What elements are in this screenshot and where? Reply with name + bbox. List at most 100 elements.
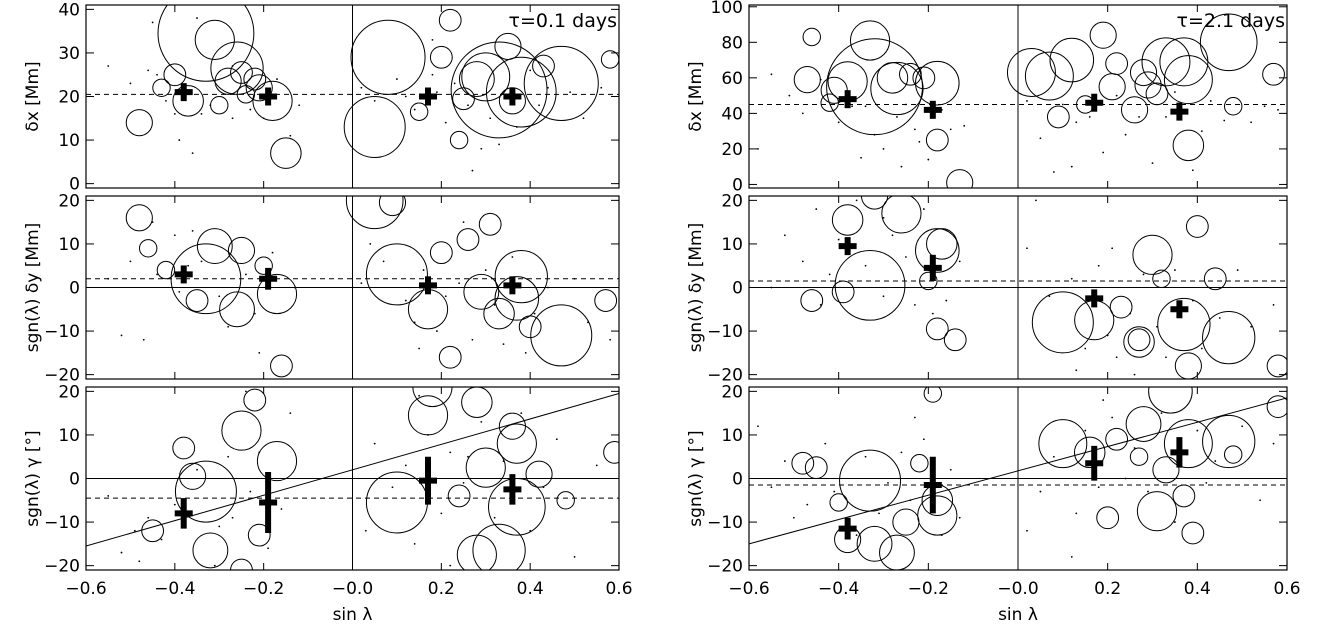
data-circle bbox=[156, 260, 176, 280]
data-circle bbox=[1105, 427, 1129, 451]
data-dot bbox=[828, 273, 831, 276]
data-dot bbox=[364, 529, 367, 532]
y-axis-label: sgn(λ) δy [Mm] bbox=[23, 223, 43, 353]
data-circle bbox=[498, 412, 526, 440]
data-dot bbox=[1115, 94, 1118, 97]
data-dot bbox=[435, 330, 438, 332]
data-dot bbox=[913, 416, 916, 419]
data-dot bbox=[196, 17, 198, 19]
data-circle bbox=[214, 67, 242, 95]
data-dot bbox=[1142, 273, 1145, 276]
data-circle bbox=[1098, 73, 1126, 101]
data-circle bbox=[1105, 52, 1129, 76]
data-dot bbox=[533, 312, 536, 315]
data-dot bbox=[922, 438, 925, 441]
data-dot bbox=[422, 269, 425, 271]
data-dot bbox=[837, 121, 840, 124]
data-circle bbox=[1185, 215, 1209, 238]
y-tick-label: 0 bbox=[69, 470, 80, 490]
data-circle bbox=[1203, 267, 1227, 291]
data-dot bbox=[191, 152, 194, 155]
data-dot bbox=[449, 564, 452, 567]
data-dot bbox=[289, 134, 292, 137]
data-dot bbox=[404, 464, 407, 467]
data-circle bbox=[365, 471, 428, 534]
y-tick-label: 20 bbox=[721, 191, 743, 211]
data-dot bbox=[806, 503, 809, 506]
data-circle bbox=[826, 38, 923, 136]
data-dot bbox=[511, 256, 514, 258]
data-dot bbox=[133, 529, 136, 532]
data-dot bbox=[391, 486, 394, 489]
data-dot bbox=[404, 95, 407, 98]
y-tick-label: −20 bbox=[707, 557, 743, 577]
data-dot bbox=[431, 38, 434, 41]
data-dot bbox=[949, 128, 952, 131]
data-dot bbox=[573, 556, 576, 558]
data-dot bbox=[1151, 162, 1154, 165]
data-circle bbox=[1049, 37, 1095, 83]
data-circle bbox=[270, 354, 293, 378]
x-tick-label: 0.6 bbox=[605, 579, 632, 599]
y-tick-label: 40 bbox=[58, 0, 80, 20]
data-circle bbox=[946, 169, 974, 188]
data-circle bbox=[1199, 13, 1258, 72]
data-dot bbox=[1209, 100, 1212, 102]
data-dot bbox=[1138, 116, 1140, 118]
data-circle bbox=[230, 558, 253, 570]
data-dot bbox=[493, 516, 496, 519]
y-tick-label: 10 bbox=[58, 131, 80, 151]
data-circle bbox=[923, 387, 943, 403]
data-circle bbox=[196, 228, 233, 265]
y-tick-label: 20 bbox=[721, 382, 743, 402]
data-dot bbox=[200, 113, 203, 115]
data-dot bbox=[218, 525, 221, 528]
data-circle bbox=[1136, 491, 1178, 532]
plot-area bbox=[86, 196, 619, 378]
data-dot bbox=[905, 103, 907, 106]
data-dot bbox=[493, 304, 496, 306]
data-circle bbox=[1174, 352, 1202, 379]
data-circle bbox=[429, 241, 453, 265]
y-tick-label: 0 bbox=[732, 470, 743, 490]
data-circle bbox=[1148, 387, 1193, 414]
data-circle bbox=[412, 387, 453, 408]
data-dot bbox=[1200, 347, 1203, 350]
data-dot bbox=[289, 412, 292, 415]
data-circle bbox=[174, 460, 237, 523]
data-dot bbox=[258, 351, 261, 354]
data-circle bbox=[594, 289, 618, 312]
data-circle bbox=[125, 109, 153, 137]
panel-right-bottom: −20 −10 0 10 20 −0.6 −0.4 −0.2 −0.0 0.2 0.4 0.6 sin … bbox=[686, 382, 1301, 625]
data-dot bbox=[147, 516, 150, 519]
data-dot bbox=[538, 104, 540, 107]
data-circle bbox=[219, 291, 255, 328]
data-dot bbox=[837, 238, 840, 241]
data-circle bbox=[157, 5, 255, 82]
data-dot bbox=[1070, 165, 1073, 168]
data-circle bbox=[478, 212, 502, 236]
data-circle bbox=[438, 8, 462, 32]
x-tick-label: 0.2 bbox=[1094, 579, 1121, 599]
data-circle bbox=[1031, 291, 1094, 354]
data-dot bbox=[900, 165, 903, 168]
x-tick-label: 0.4 bbox=[517, 579, 544, 599]
data-dot bbox=[147, 69, 150, 72]
data-dot bbox=[524, 351, 527, 354]
data-circle bbox=[1172, 484, 1196, 508]
data-dot bbox=[864, 105, 867, 108]
data-dot bbox=[851, 105, 854, 108]
data-dot bbox=[107, 277, 110, 280]
data-dot bbox=[1272, 304, 1275, 306]
data-circle bbox=[800, 289, 824, 312]
data-circle bbox=[881, 196, 922, 234]
panel-left-bottom: −20 −10 0 10 20 −0.6 −0.4 −0.2 −0.0 0.2 0.4 0.6 sin … bbox=[23, 382, 633, 625]
x-axis-label: sin λ bbox=[998, 605, 1038, 625]
y-tick-label: 0 bbox=[69, 279, 80, 299]
x-tick-label: −0.4 bbox=[818, 579, 859, 599]
fit-line bbox=[86, 393, 619, 547]
data-dot bbox=[502, 343, 505, 346]
data-circle bbox=[170, 243, 242, 315]
data-dot bbox=[1070, 277, 1073, 280]
data-circle bbox=[879, 534, 915, 570]
